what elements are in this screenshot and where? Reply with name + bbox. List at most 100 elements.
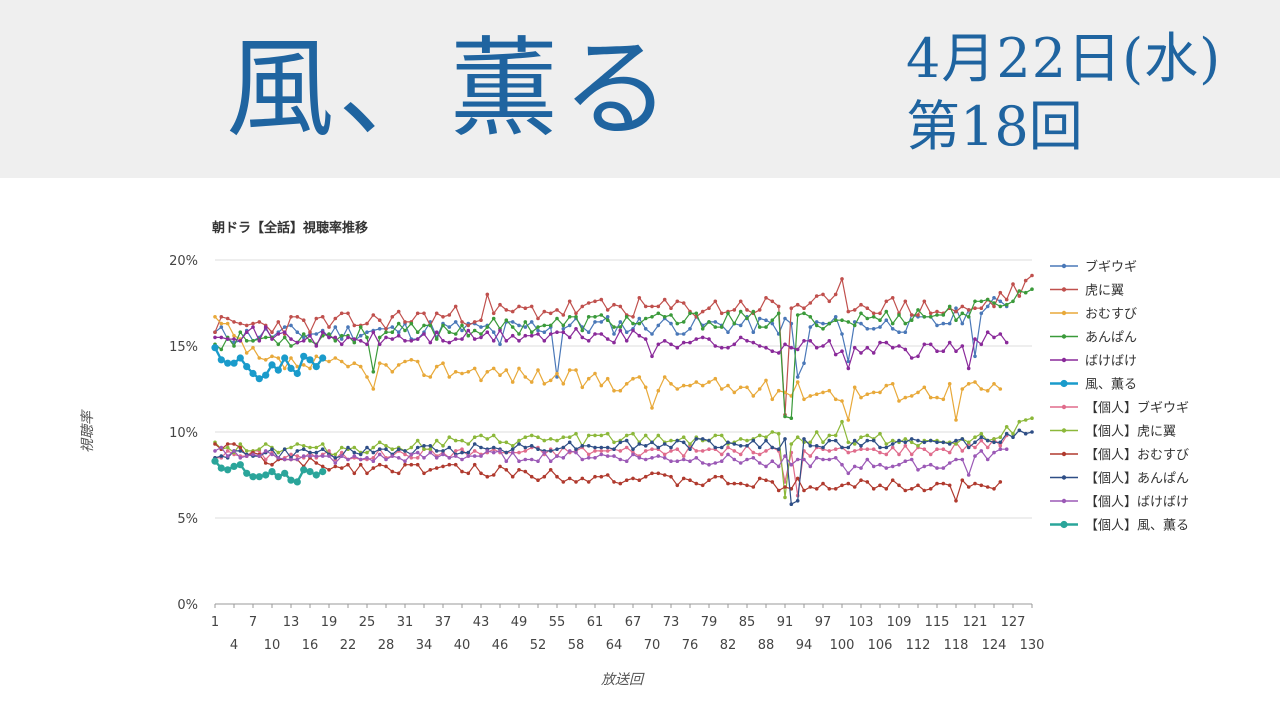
data-point <box>979 435 984 440</box>
data-point <box>491 316 496 321</box>
data-point <box>808 339 813 343</box>
data-point <box>460 469 464 474</box>
data-point <box>992 301 996 305</box>
data-point <box>1030 273 1034 278</box>
data-point <box>738 309 743 314</box>
data-point <box>650 456 654 460</box>
data-point <box>827 457 832 462</box>
data-point <box>529 474 534 479</box>
data-point <box>903 395 908 400</box>
data-point <box>878 462 882 467</box>
data-point <box>346 445 350 450</box>
data-point <box>884 383 889 388</box>
data-point <box>1023 278 1028 283</box>
data-point <box>700 327 705 331</box>
data-point <box>567 299 572 304</box>
data-point <box>707 462 711 467</box>
data-point <box>517 438 521 443</box>
data-point <box>694 437 699 441</box>
data-point <box>270 337 274 341</box>
data-point <box>966 485 971 489</box>
data-point <box>327 332 331 336</box>
data-point <box>295 330 300 334</box>
data-point <box>745 483 749 488</box>
data-point <box>852 438 857 443</box>
data-point <box>574 315 578 319</box>
data-point <box>859 311 863 316</box>
data-point <box>776 351 781 355</box>
data-point <box>1004 297 1009 302</box>
data-point <box>764 318 768 322</box>
data-point <box>814 320 819 324</box>
data-point <box>833 352 838 357</box>
data-point <box>618 449 623 453</box>
data-point <box>586 376 591 381</box>
data-point <box>732 442 737 446</box>
data-point <box>491 473 496 477</box>
data-point <box>542 339 547 343</box>
data-point <box>890 464 895 469</box>
data-point <box>669 474 673 479</box>
data-point <box>770 397 775 402</box>
data-point <box>624 330 629 334</box>
data-point <box>903 440 908 445</box>
data-point <box>599 433 604 438</box>
data-point <box>390 337 395 341</box>
data-point <box>745 385 749 390</box>
data-point <box>979 342 984 347</box>
data-point <box>637 333 642 338</box>
data-point <box>232 333 236 338</box>
data-point <box>960 449 965 453</box>
data-point <box>719 459 724 464</box>
data-point <box>789 306 794 310</box>
data-point <box>890 438 895 443</box>
data-point <box>650 447 654 452</box>
x-tick-label: 124 <box>982 638 1007 653</box>
data-point <box>498 440 502 445</box>
data-point <box>846 309 851 314</box>
data-point <box>681 332 686 336</box>
data-point <box>308 333 312 338</box>
data-point <box>681 301 686 305</box>
data-point <box>219 454 224 458</box>
data-point <box>580 335 585 340</box>
data-point <box>365 456 369 460</box>
data-point <box>605 473 610 477</box>
data-point <box>979 483 984 488</box>
data-point <box>928 395 933 400</box>
data-point <box>409 321 414 326</box>
data-point <box>700 449 705 453</box>
data-point <box>1017 294 1022 298</box>
series-2 <box>213 315 1003 423</box>
data-point <box>909 440 914 445</box>
data-point <box>510 309 515 314</box>
data-point <box>390 370 395 374</box>
data-point <box>415 311 420 316</box>
data-point <box>308 366 312 371</box>
data-point <box>618 328 623 333</box>
data-point <box>339 466 344 470</box>
data-point <box>574 327 578 331</box>
x-tick-label: 94 <box>796 638 813 653</box>
data-point <box>447 313 452 317</box>
data-point <box>770 299 775 304</box>
data-point <box>675 483 680 488</box>
data-point <box>523 306 528 310</box>
data-point <box>384 464 388 469</box>
data-point <box>947 340 952 345</box>
chart-title: 朝ドラ【全話】視聴率推移 <box>212 220 368 236</box>
y-tick-label: 10% <box>169 426 198 441</box>
data-point <box>783 454 787 458</box>
data-point <box>422 323 426 328</box>
data-point <box>871 487 876 491</box>
data-point <box>561 327 566 331</box>
data-point <box>517 304 521 309</box>
data-point <box>637 321 642 326</box>
data-point <box>909 437 914 441</box>
data-point <box>371 387 376 391</box>
data-point <box>491 339 496 343</box>
data-point <box>954 457 958 462</box>
data-point <box>466 442 471 446</box>
legend-swatch-dot <box>1060 379 1068 388</box>
data-point <box>390 447 395 452</box>
